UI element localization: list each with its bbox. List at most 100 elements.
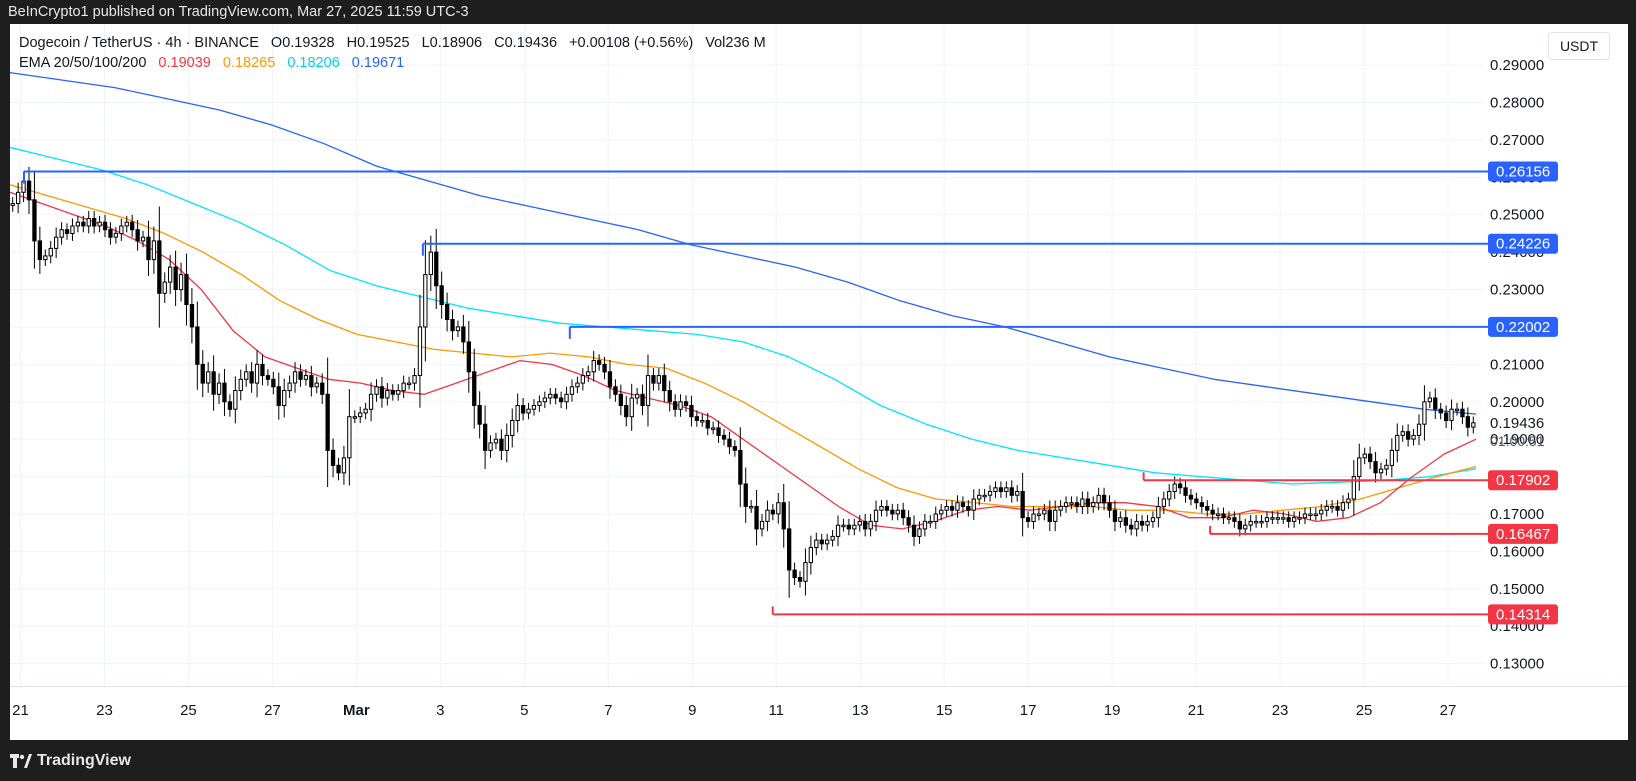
candle-body[interactable] <box>81 221 86 227</box>
candle-body[interactable] <box>54 236 59 249</box>
candle-body[interactable] <box>1378 468 1384 474</box>
candle-body[interactable] <box>955 502 960 511</box>
candle-body[interactable] <box>1427 397 1432 403</box>
candle-body[interactable] <box>401 382 406 392</box>
candle-body[interactable] <box>200 363 205 384</box>
candle-body[interactable] <box>178 274 184 291</box>
candle-body[interactable] <box>830 535 835 541</box>
candle-body[interactable] <box>553 393 558 399</box>
candle-body[interactable] <box>352 416 358 419</box>
candle-body[interactable] <box>1047 509 1052 522</box>
candle-body[interactable] <box>1254 520 1259 524</box>
candle-body[interactable] <box>1069 502 1074 505</box>
candle-body[interactable] <box>1020 491 1025 519</box>
candle-body[interactable] <box>466 341 472 373</box>
candle-body[interactable] <box>1444 412 1449 421</box>
candle-body[interactable] <box>390 390 396 395</box>
candle-body[interactable] <box>846 524 852 530</box>
candle-body[interactable] <box>48 247 53 257</box>
candle-body[interactable] <box>602 363 607 373</box>
candle-body[interactable] <box>863 520 868 530</box>
candle-body[interactable] <box>548 393 553 399</box>
candle-body[interactable] <box>358 412 363 418</box>
candle-body[interactable] <box>792 569 797 579</box>
candle-body[interactable] <box>385 390 390 399</box>
candle-body[interactable] <box>488 442 493 451</box>
candle-body[interactable] <box>635 393 640 399</box>
candle-body[interactable] <box>971 498 976 511</box>
candle-body[interactable] <box>1232 517 1237 522</box>
candle-body[interactable] <box>1123 517 1128 526</box>
candle-body[interactable] <box>233 390 238 410</box>
candle-body[interactable] <box>868 520 873 530</box>
candle-body[interactable] <box>227 401 233 410</box>
candle-body[interactable] <box>379 386 385 399</box>
chart-panel[interactable]: 0.130000.140000.150000.160000.170000.180… <box>10 24 1628 740</box>
candle-body[interactable] <box>727 438 732 448</box>
candle-body[interactable] <box>1156 506 1161 519</box>
candle-body[interactable] <box>97 221 102 227</box>
candle-body[interactable] <box>119 225 124 234</box>
candle-body[interactable] <box>716 427 721 436</box>
candle-body[interactable] <box>825 539 830 545</box>
candle-body[interactable] <box>939 509 944 515</box>
candle-body[interactable] <box>32 199 37 242</box>
candle-body[interactable] <box>700 420 705 423</box>
candle-body[interactable] <box>102 221 108 231</box>
candle-body[interactable] <box>607 371 613 388</box>
candle-body[interactable] <box>249 371 254 384</box>
candle-body[interactable] <box>26 180 32 201</box>
candle-body[interactable] <box>1167 491 1172 500</box>
candle-body[interactable] <box>1134 520 1139 530</box>
candle-body[interactable] <box>1259 520 1264 524</box>
candle-body[interactable] <box>16 191 21 205</box>
candle-body[interactable] <box>1313 513 1318 516</box>
candle-body[interactable] <box>1411 434 1416 440</box>
candle-body[interactable] <box>1264 517 1270 522</box>
candle-body[interactable] <box>184 274 189 306</box>
symbol-title[interactable]: Dogecoin / TetherUS · 4h · BINANCE <box>19 35 259 51</box>
candle-body[interactable] <box>901 509 906 519</box>
candle-body[interactable] <box>895 509 900 515</box>
candle-body[interactable] <box>515 405 520 421</box>
candle-body[interactable] <box>1183 487 1188 496</box>
resistance-price-tag[interactable] <box>1488 161 1558 182</box>
candle-body[interactable] <box>216 382 222 395</box>
candle-body[interactable] <box>819 539 824 545</box>
candle-body[interactable] <box>1433 397 1438 410</box>
candle-body[interactable] <box>64 229 70 234</box>
candle-body[interactable] <box>873 509 879 522</box>
candle-body[interactable] <box>1438 408 1443 414</box>
candle-body[interactable] <box>640 393 645 406</box>
candle-body[interactable] <box>852 524 857 530</box>
candle-body[interactable] <box>1031 513 1036 522</box>
candle-body[interactable] <box>618 393 624 406</box>
candle-body[interactable] <box>1340 502 1346 511</box>
candle-body[interactable] <box>613 386 618 395</box>
ema-label[interactable]: EMA 20/50/100/200 <box>19 55 147 71</box>
candle-body[interactable] <box>146 236 151 261</box>
candle-body[interactable] <box>260 363 265 377</box>
candle-body[interactable] <box>75 221 80 227</box>
candle-body[interactable] <box>949 506 955 511</box>
candle-body[interactable] <box>1210 509 1215 515</box>
candle-body[interactable] <box>434 251 439 287</box>
candle-body[interactable] <box>1465 416 1470 428</box>
candle-body[interactable] <box>368 393 374 410</box>
candle-body[interactable] <box>1009 487 1014 496</box>
candle-body[interactable] <box>678 401 683 410</box>
candle-body[interactable] <box>1226 517 1232 520</box>
candle-body[interactable] <box>673 401 678 410</box>
candle-body[interactable] <box>1395 434 1400 451</box>
candle-body[interactable] <box>423 274 428 328</box>
candle-body[interactable] <box>1107 502 1112 511</box>
candle-body[interactable] <box>113 232 118 238</box>
candle-body[interactable] <box>624 405 629 418</box>
candle-body[interactable] <box>130 221 135 231</box>
candle-body[interactable] <box>982 494 987 498</box>
candle-body[interactable] <box>770 509 776 515</box>
candle-body[interactable] <box>1286 517 1291 522</box>
candle-body[interactable] <box>483 423 488 451</box>
candle-body[interactable] <box>884 506 890 511</box>
candle-body[interactable] <box>586 371 591 376</box>
